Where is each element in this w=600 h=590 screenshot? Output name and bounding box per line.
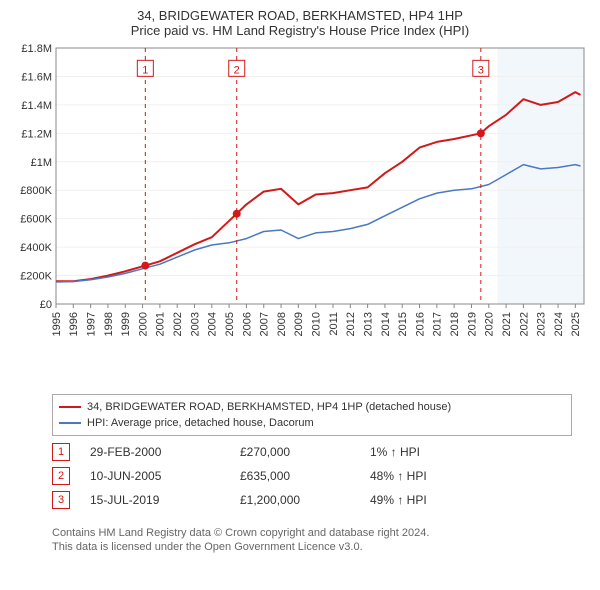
chart-title-block: 34, BRIDGEWATER ROAD, BERKHAMSTED, HP4 1… <box>0 0 600 38</box>
svg-text:1996: 1996 <box>68 312 80 336</box>
svg-text:2: 2 <box>234 64 240 76</box>
svg-text:2024: 2024 <box>553 312 565 336</box>
title-line-2: Price paid vs. HM Land Registry's House … <box>0 23 600 38</box>
svg-text:2003: 2003 <box>189 312 201 336</box>
svg-text:3: 3 <box>478 64 484 76</box>
svg-text:2018: 2018 <box>449 312 461 336</box>
svg-text:2025: 2025 <box>570 312 582 336</box>
svg-text:2019: 2019 <box>466 312 478 336</box>
title-line-1: 34, BRIDGEWATER ROAD, BERKHAMSTED, HP4 1… <box>0 8 600 23</box>
svg-text:2015: 2015 <box>397 312 409 336</box>
legend-swatch-hpi <box>59 422 81 424</box>
chart-canvas: £0 £200K £400K £600K £800K £1M £1.2M £1.4M £1.6M… <box>12 44 590 384</box>
svg-text:2009: 2009 <box>293 312 305 336</box>
table-row: 1 29-FEB-2000 £270,000 1% ↑ HPI <box>52 440 572 464</box>
tx-badge: 1 <box>52 443 70 461</box>
svg-text:2000: 2000 <box>137 312 149 336</box>
svg-text:£600K: £600K <box>20 214 52 226</box>
legend-item-hpi: HPI: Average price, detached house, Daco… <box>59 415 565 431</box>
tx-price: £635,000 <box>240 469 370 483</box>
svg-text:2002: 2002 <box>172 312 184 336</box>
tx-price: £1,200,000 <box>240 493 370 507</box>
svg-text:£0: £0 <box>40 299 52 311</box>
tx-price: £270,000 <box>240 445 370 459</box>
svg-text:2014: 2014 <box>380 312 392 336</box>
svg-text:2010: 2010 <box>311 312 323 336</box>
svg-text:2011: 2011 <box>328 312 340 336</box>
svg-text:1: 1 <box>142 64 148 76</box>
transactions-table: 1 29-FEB-2000 £270,000 1% ↑ HPI 2 10-JUN… <box>52 440 572 512</box>
svg-text:2012: 2012 <box>345 312 357 336</box>
svg-text:2005: 2005 <box>224 312 236 336</box>
svg-text:2001: 2001 <box>155 312 167 336</box>
tx-date: 10-JUN-2005 <box>90 469 240 483</box>
tx-badge: 2 <box>52 467 70 485</box>
svg-text:2004: 2004 <box>207 312 219 336</box>
tx-date: 29-FEB-2000 <box>90 445 240 459</box>
svg-text:2021: 2021 <box>501 312 513 336</box>
svg-text:£1M: £1M <box>31 157 52 169</box>
svg-text:1999: 1999 <box>120 312 132 336</box>
legend-item-property: 34, BRIDGEWATER ROAD, BERKHAMSTED, HP4 1… <box>59 399 565 415</box>
svg-text:£400K: £400K <box>20 242 52 254</box>
svg-text:2017: 2017 <box>432 312 444 336</box>
svg-text:1998: 1998 <box>103 312 115 336</box>
svg-text:2013: 2013 <box>362 312 374 336</box>
svg-text:2023: 2023 <box>536 312 548 336</box>
legend-label-property: 34, BRIDGEWATER ROAD, BERKHAMSTED, HP4 1… <box>87 399 451 415</box>
svg-text:2006: 2006 <box>241 312 253 336</box>
svg-text:£800K: £800K <box>20 185 52 197</box>
svg-text:2007: 2007 <box>259 312 271 336</box>
svg-text:1997: 1997 <box>85 312 97 336</box>
svg-text:£1.4M: £1.4M <box>21 100 52 112</box>
svg-text:£1.2M: £1.2M <box>21 128 52 140</box>
tx-hpi: 49% ↑ HPI <box>370 493 572 507</box>
svg-text:2008: 2008 <box>276 312 288 336</box>
tx-hpi: 48% ↑ HPI <box>370 469 572 483</box>
legend-label-hpi: HPI: Average price, detached house, Daco… <box>87 415 314 431</box>
svg-text:2016: 2016 <box>414 312 426 336</box>
svg-text:1995: 1995 <box>51 312 63 336</box>
svg-text:2020: 2020 <box>484 312 496 336</box>
table-row: 3 15-JUL-2019 £1,200,000 49% ↑ HPI <box>52 488 572 512</box>
table-row: 2 10-JUN-2005 £635,000 48% ↑ HPI <box>52 464 572 488</box>
svg-text:£1.8M: £1.8M <box>21 44 52 55</box>
legend-swatch-property <box>59 406 81 408</box>
attribution-line-1: Contains HM Land Registry data © Crown c… <box>52 526 572 540</box>
price-chart: £0 £200K £400K £600K £800K £1M £1.2M £1.4M £1.6M… <box>12 44 590 384</box>
svg-text:2022: 2022 <box>518 312 530 336</box>
tx-badge: 3 <box>52 491 70 509</box>
attribution: Contains HM Land Registry data © Crown c… <box>52 526 572 554</box>
legend: 34, BRIDGEWATER ROAD, BERKHAMSTED, HP4 1… <box>52 394 572 436</box>
tx-hpi: 1% ↑ HPI <box>370 445 572 459</box>
tx-date: 15-JUL-2019 <box>90 493 240 507</box>
svg-text:£1.6M: £1.6M <box>21 71 52 83</box>
attribution-line-2: This data is licensed under the Open Gov… <box>52 540 572 554</box>
svg-text:£200K: £200K <box>20 271 52 283</box>
